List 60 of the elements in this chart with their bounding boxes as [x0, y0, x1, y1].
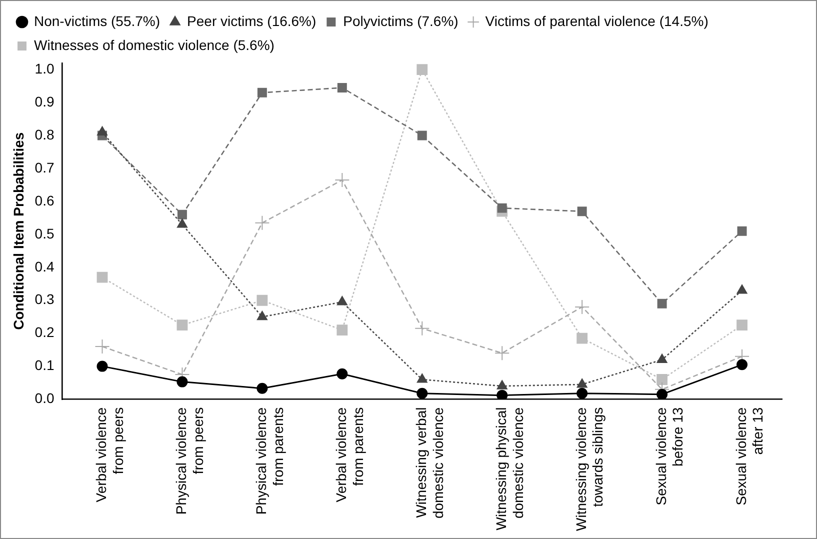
y-tick-label: 0.1 — [34, 357, 54, 374]
y-tick-label: 0.3 — [34, 291, 54, 308]
point — [414, 320, 430, 336]
y-tick-label: 0.5 — [34, 225, 54, 242]
point — [176, 218, 188, 228]
point — [336, 324, 348, 336]
point — [656, 354, 668, 363]
y-tick-label: 0.7 — [34, 159, 54, 176]
point — [417, 130, 427, 140]
point — [416, 388, 428, 399]
point — [496, 390, 508, 400]
point — [497, 203, 507, 213]
point — [577, 206, 587, 216]
point — [256, 294, 268, 306]
legend-label: Victims of parental violence (14.5%) — [485, 12, 708, 29]
point — [337, 82, 347, 92]
legend-label: Polyvictims (7.6%) — [343, 12, 458, 29]
legend-label: Peer victims (16.6%) — [187, 12, 316, 29]
point — [176, 376, 188, 388]
point — [336, 296, 348, 306]
point — [736, 284, 748, 294]
y-tick-label: 1.0 — [34, 60, 54, 76]
point — [656, 388, 668, 400]
point — [576, 378, 588, 388]
x-tick-label: Sexual violence before 13 — [652, 407, 686, 506]
point — [96, 272, 108, 283]
point — [416, 373, 428, 383]
point — [176, 320, 188, 331]
legend-label: Non-victims (55.7%) — [34, 12, 160, 29]
point — [416, 64, 428, 76]
point — [494, 346, 510, 361]
y-tick-label: 0.4 — [34, 258, 54, 274]
point — [576, 388, 588, 399]
x-tick-label: Sexual violence after 13 — [732, 407, 766, 506]
point — [254, 215, 270, 230]
point — [657, 298, 667, 308]
point — [96, 126, 108, 136]
point — [574, 299, 590, 314]
y-tick-label: 0.8 — [34, 126, 54, 142]
point — [576, 332, 588, 344]
y-axis-title: Conditional Item Probabilities — [10, 132, 26, 330]
point — [336, 368, 348, 380]
x-tick-label: Verbal violence from peers — [93, 407, 126, 502]
y-tick-label: 0.6 — [34, 192, 54, 208]
point — [256, 310, 268, 320]
y-tick-label: 0.2 — [34, 324, 54, 340]
point — [496, 380, 508, 390]
point — [737, 226, 747, 236]
point — [334, 172, 350, 188]
point — [94, 339, 110, 354]
point — [656, 374, 668, 385]
point — [177, 210, 187, 220]
point — [257, 88, 267, 98]
point — [96, 360, 108, 372]
point — [736, 320, 748, 331]
point — [736, 359, 748, 370]
y-tick-label: 0.9 — [34, 93, 54, 110]
y-tick-label: 0.0 — [34, 390, 54, 406]
legend-label: Witnesses of domestic violence (5.6%) — [34, 36, 274, 53]
point — [256, 382, 268, 394]
